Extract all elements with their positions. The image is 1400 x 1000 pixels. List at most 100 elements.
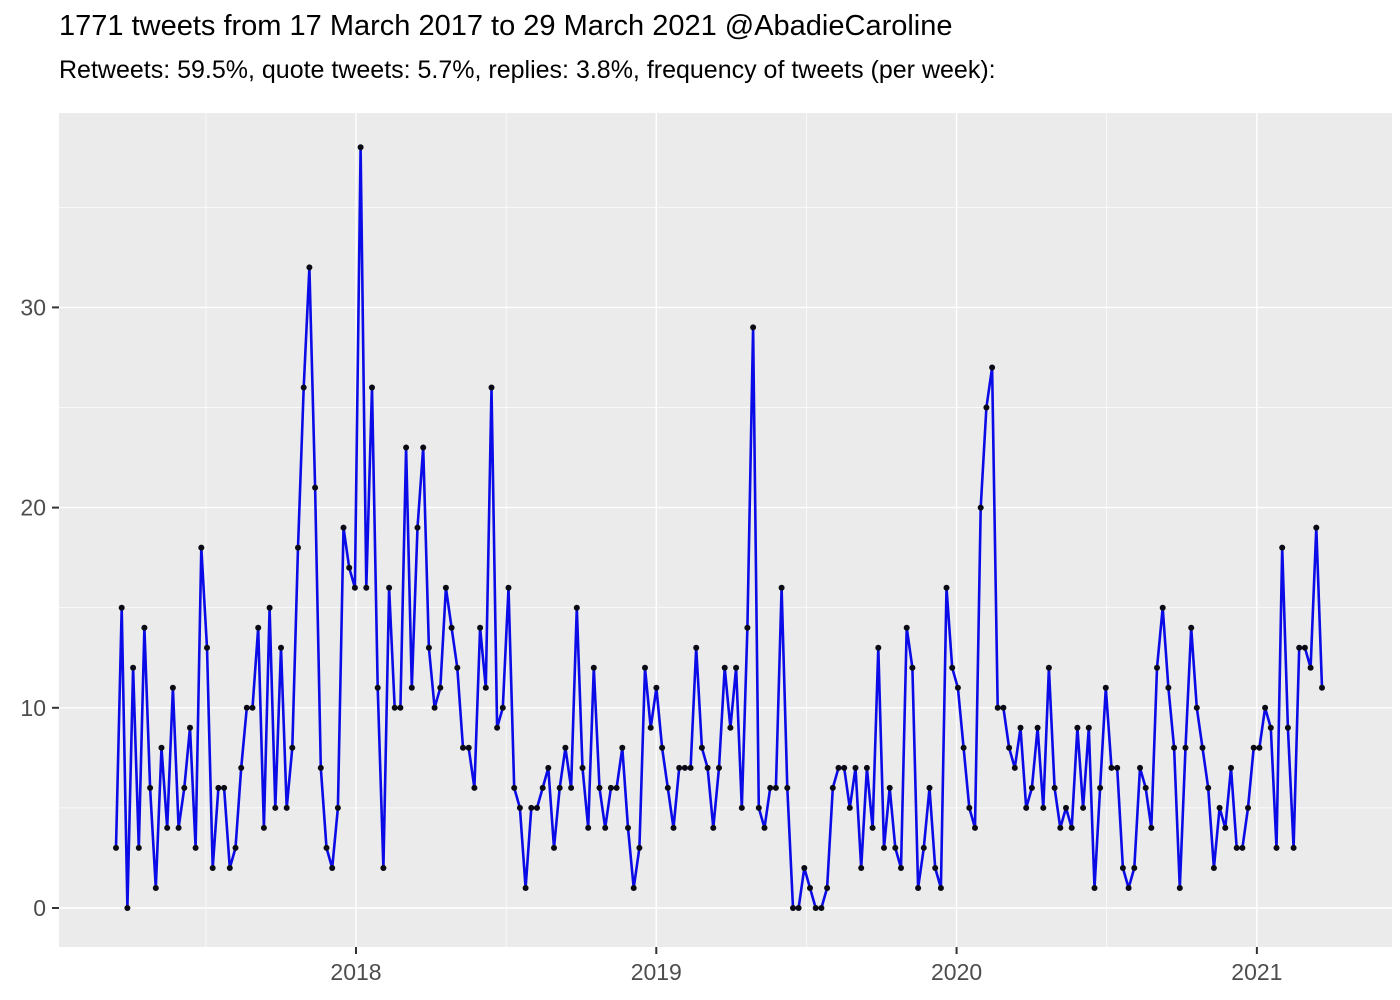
data-point: [727, 724, 734, 731]
data-point: [1290, 844, 1297, 851]
data-point: [1154, 664, 1160, 671]
data-point: [1142, 784, 1149, 791]
data-point: [721, 664, 728, 671]
data-point: [960, 744, 967, 751]
data-point: [329, 865, 336, 871]
data-point: [772, 784, 779, 791]
data-point: [1125, 885, 1132, 891]
data-point: [1245, 804, 1251, 811]
data-point: [687, 764, 694, 771]
data-point: [215, 784, 222, 791]
data-point: [886, 784, 893, 791]
data-point: [716, 764, 722, 771]
data-point: [1006, 744, 1013, 751]
data-point: [636, 844, 643, 851]
data-point: [499, 704, 506, 711]
data-point: [118, 604, 125, 611]
data-point: [135, 844, 142, 851]
data-point: [659, 744, 666, 751]
data-point: [750, 324, 757, 331]
data-point: [357, 144, 364, 151]
data-point: [198, 544, 205, 551]
data-point: [841, 764, 848, 771]
data-point: [670, 824, 677, 831]
data-point: [915, 885, 922, 891]
data-point: [829, 784, 836, 791]
data-point: [289, 744, 296, 751]
data-point: [295, 544, 301, 551]
data-point: [340, 524, 347, 531]
data-point: [875, 644, 882, 651]
data-point: [528, 804, 535, 811]
x-tick-label: 2021: [1231, 959, 1282, 985]
data-point: [397, 704, 404, 711]
data-point: [1222, 824, 1229, 831]
data-point: [1085, 724, 1092, 731]
data-point: [1074, 724, 1081, 731]
data-point: [932, 865, 939, 871]
data-point: [738, 804, 745, 811]
data-point: [761, 824, 768, 831]
data-point: [346, 564, 353, 571]
data-point: [710, 824, 717, 831]
data-point: [488, 384, 495, 391]
data-point: [152, 885, 159, 891]
data-point: [414, 524, 421, 531]
data-point: [1228, 764, 1234, 771]
data-point: [147, 784, 154, 791]
data-point: [1193, 704, 1200, 711]
data-point: [812, 905, 819, 911]
y-tick-label: 0: [33, 895, 46, 921]
data-point: [232, 844, 239, 851]
data-point: [494, 724, 501, 731]
data-point: [858, 865, 865, 871]
data-point: [1080, 804, 1087, 811]
data-point: [403, 444, 410, 451]
data-point: [169, 684, 176, 691]
data-point: [562, 744, 569, 751]
data-point: [585, 824, 592, 831]
data-point: [1091, 885, 1098, 891]
data-point: [431, 704, 438, 711]
chart-subtitle: Retweets: 59.5%, quote tweets: 5.7%, rep…: [59, 56, 996, 84]
data-point: [1256, 744, 1263, 751]
data-point: [619, 744, 626, 751]
data-point: [1102, 684, 1109, 691]
data-point: [852, 764, 859, 771]
data-point: [425, 644, 432, 651]
data-point: [363, 584, 370, 591]
data-point: [846, 804, 853, 811]
data-point: [124, 905, 131, 911]
x-tick-label: 2018: [330, 959, 381, 985]
data-point: [477, 624, 484, 631]
data-point: [420, 444, 427, 451]
data-point: [471, 784, 478, 791]
data-point: [238, 764, 245, 771]
data-point: [994, 704, 1001, 711]
data-point: [442, 584, 449, 591]
data-point: [1313, 524, 1320, 531]
data-point: [653, 684, 660, 691]
data-point: [130, 664, 137, 671]
chart-title: 1771 tweets from 17 March 2017 to 29 Mar…: [59, 10, 953, 42]
data-point: [568, 784, 575, 791]
data-point: [704, 764, 711, 771]
data-point: [818, 905, 825, 911]
data-point: [380, 865, 387, 871]
data-point: [1301, 644, 1308, 651]
data-point: [630, 885, 637, 891]
data-point: [1273, 844, 1280, 851]
data-point: [158, 744, 165, 751]
data-point: [801, 865, 808, 871]
data-point: [1182, 744, 1189, 751]
data-point: [881, 844, 887, 851]
data-point: [181, 784, 188, 791]
data-point: [989, 364, 996, 371]
data-point: [954, 684, 961, 691]
x-tick-label: 2020: [931, 959, 982, 985]
data-point: [943, 584, 950, 591]
data-point: [482, 684, 489, 691]
data-point: [1017, 724, 1024, 731]
data-point: [1051, 784, 1058, 791]
x-tick-label: 2019: [631, 959, 682, 985]
